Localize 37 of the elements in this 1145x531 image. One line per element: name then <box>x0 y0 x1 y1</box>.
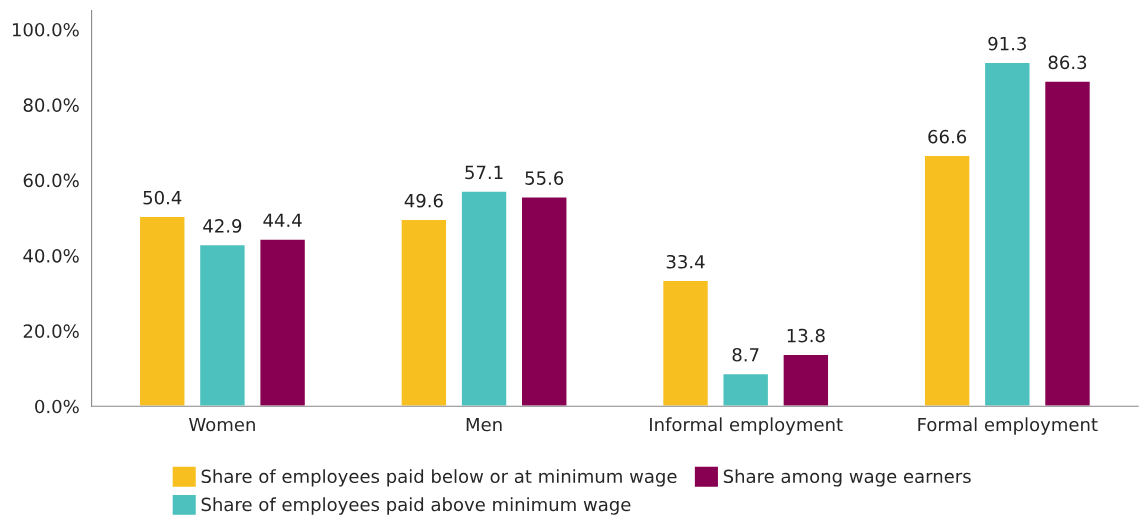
bar <box>138 215 186 407</box>
bar <box>1043 80 1092 407</box>
legend-label: Share of employees paid above minimum wage <box>201 497 631 515</box>
data-label: 49.6 <box>404 193 443 208</box>
bar <box>460 190 508 407</box>
x-tick-label: Formal employment <box>918 417 1098 435</box>
bar <box>661 279 710 407</box>
legend-label: Share among wage earners <box>723 469 971 487</box>
data-label: 13.8 <box>787 328 825 343</box>
bar <box>520 196 568 407</box>
data-label: 57.1 <box>465 165 503 180</box>
y-tick-label: 0.0% <box>35 399 79 414</box>
data-label: 8.7 <box>732 347 759 362</box>
y-tick-label: 100.0% <box>12 22 79 37</box>
data-label: 33.4 <box>666 254 705 269</box>
bar <box>259 238 307 407</box>
bar <box>400 218 448 407</box>
data-label: 42.9 <box>203 219 242 233</box>
bar <box>782 353 830 407</box>
bar <box>722 372 770 407</box>
legend-label: Share of employees paid below or at minimum wage <box>201 469 677 487</box>
x-tick-label: Men <box>466 417 502 432</box>
data-label: 66.6 <box>928 129 967 144</box>
data-label: 55.6 <box>525 171 564 185</box>
bar <box>198 243 247 407</box>
y-tick-label: 20.0% <box>23 324 79 338</box>
data-label: 50.4 <box>143 190 182 205</box>
data-label: 86.3 <box>1048 55 1087 70</box>
y-tick-label: 40.0% <box>23 248 79 263</box>
data-label: 91.3 <box>988 36 1026 51</box>
y-tick-label: 80.0% <box>23 98 79 112</box>
bar <box>983 61 1031 407</box>
x-tick-label: Women <box>189 417 255 432</box>
bar <box>923 154 971 407</box>
data-label: 44.4 <box>263 213 302 227</box>
x-tick-label: Informal employment <box>650 417 843 435</box>
y-tick-label: 60.0% <box>23 173 79 188</box>
